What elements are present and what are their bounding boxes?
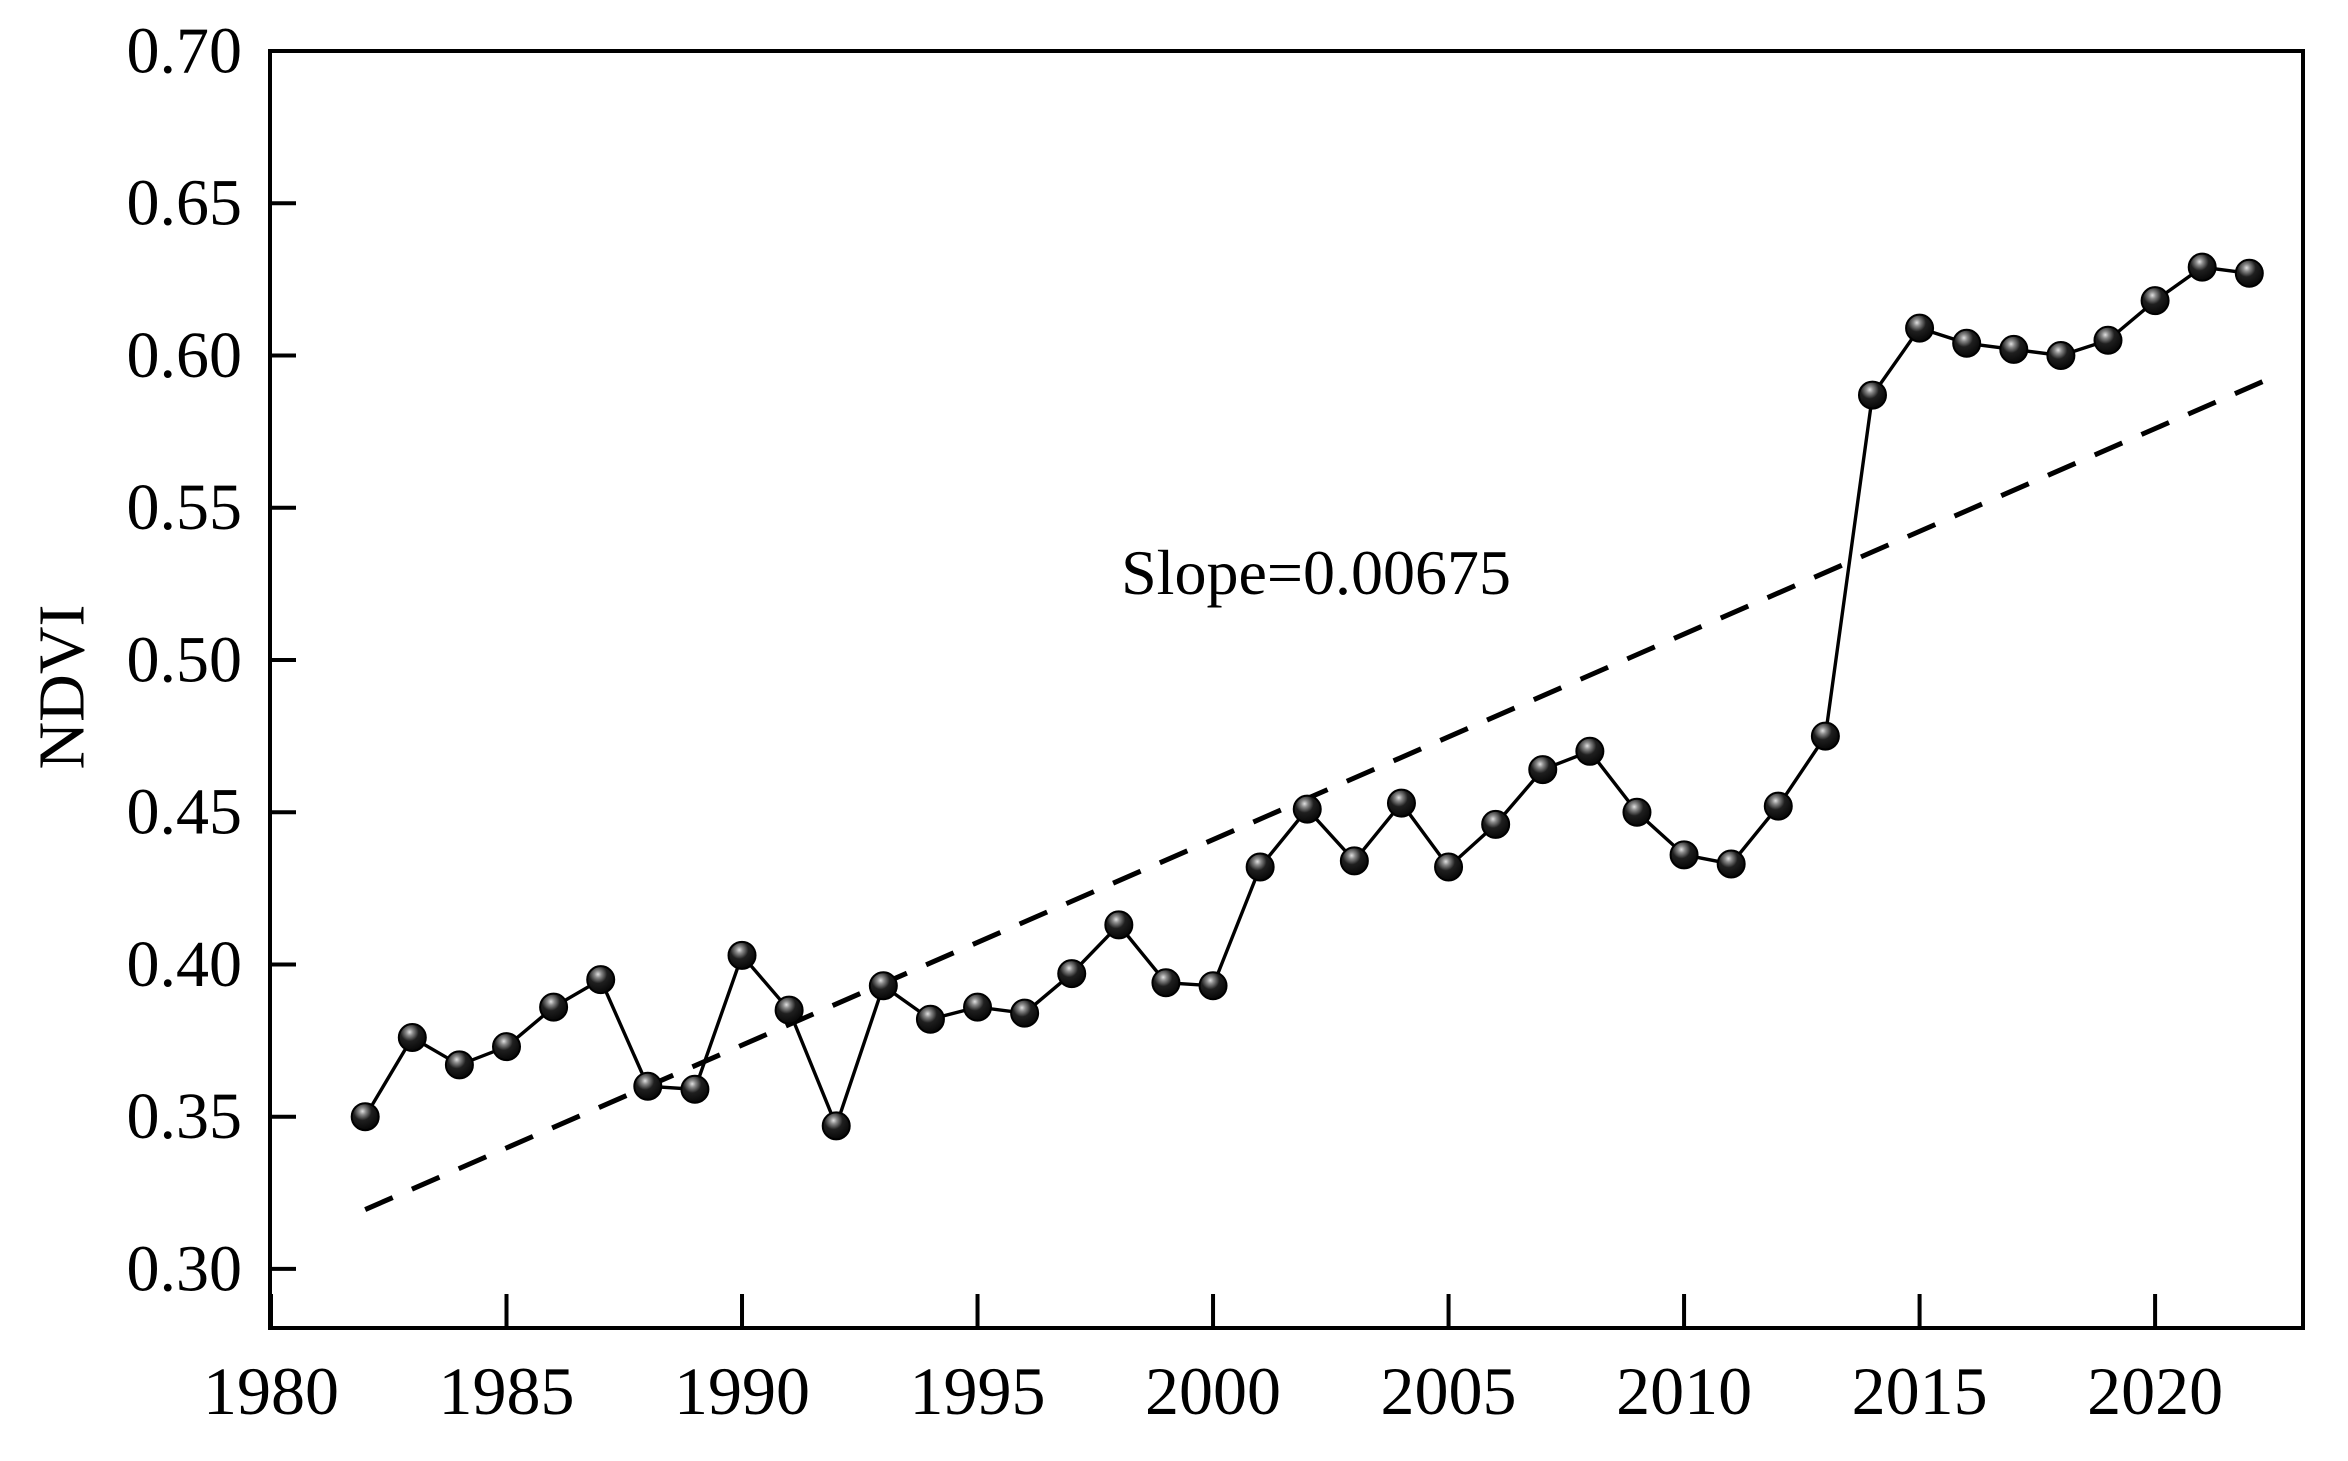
data-point: [1339, 846, 1369, 876]
data-point: [774, 995, 804, 1025]
data-point: [2234, 258, 2264, 288]
data-point: [350, 1102, 380, 1132]
data-point: [1810, 721, 1840, 751]
trend-line: [364, 376, 2270, 1212]
data-point: [1057, 959, 1087, 989]
data-point: [2140, 286, 2170, 316]
data-point: [680, 1074, 710, 1104]
data-point: [1575, 736, 1605, 766]
x-tick-label: 1995: [910, 1353, 1046, 1429]
y-tick-label: 0.30: [127, 1232, 243, 1305]
data-point: [1481, 809, 1511, 839]
y-tick-label: 0.40: [127, 928, 243, 1001]
y-tick-label: 0.50: [127, 623, 243, 696]
y-axis-ticks: 0.30 0.35 0.40 0.45 0.50 0.55 0.60 0.65 0.70: [127, 15, 296, 1305]
x-axis-ticks: 1980 1985 1990 1995 2000 2005 2010 2015 2020: [203, 1294, 2223, 1429]
trend-line-group: [364, 376, 2270, 1212]
x-tick-label: 2000: [1145, 1353, 1281, 1429]
x-tick-label: 2010: [1616, 1353, 1752, 1429]
data-point: [492, 1032, 522, 1062]
data-point: [963, 992, 993, 1022]
data-point: [1151, 968, 1181, 998]
data-point: [2093, 325, 2123, 355]
data-point: [1245, 852, 1275, 882]
x-tick-label: 1990: [674, 1353, 810, 1429]
data-point: [539, 992, 569, 1022]
data-point: [868, 971, 898, 1001]
data-point: [2187, 252, 2217, 282]
data-point: [1857, 380, 1887, 410]
x-tick-label: 2020: [2087, 1353, 2223, 1429]
data-point: [1999, 334, 2029, 364]
x-tick-label: 1980: [203, 1353, 339, 1429]
data-point: [821, 1111, 851, 1141]
data-points-group: [350, 252, 2264, 1141]
y-tick-label: 0.35: [127, 1080, 243, 1153]
data-point: [1010, 998, 1040, 1028]
x-tick-label: 2005: [1381, 1353, 1517, 1429]
data-point: [1763, 791, 1793, 821]
data-point: [1716, 849, 1746, 879]
data-point: [397, 1023, 427, 1053]
y-tick-label: 0.60: [127, 319, 243, 392]
data-point: [1905, 313, 1935, 343]
data-point: [1292, 794, 1322, 824]
data-point: [727, 940, 757, 970]
data-point: [1622, 797, 1652, 827]
y-axis-title: NDVI: [26, 605, 99, 770]
data-point: [1434, 852, 1464, 882]
data-line: [363, 265, 2250, 1131]
data-point: [633, 1071, 663, 1101]
data-point: [586, 965, 616, 995]
y-tick-label: 0.55: [127, 471, 243, 544]
slope-annotation: Slope=0.00675: [1121, 537, 1511, 608]
data-line-group: [363, 265, 2250, 1131]
data-point: [2046, 340, 2076, 370]
data-point: [444, 1050, 474, 1080]
plot-border: [268, 49, 2305, 1330]
data-point: [1952, 328, 1982, 358]
data-point: [1198, 971, 1228, 1001]
data-point: [1104, 910, 1134, 940]
x-tick-label: 2015: [1852, 1353, 1988, 1429]
data-point: [1669, 840, 1699, 870]
data-point: [1386, 788, 1416, 818]
data-point: [1528, 755, 1558, 785]
y-tick-label: 0.70: [127, 15, 243, 88]
y-tick-label: 0.45: [127, 776, 243, 849]
data-point: [915, 1004, 945, 1034]
y-tick-label: 0.65: [127, 167, 243, 240]
x-tick-label: 1985: [439, 1353, 575, 1429]
